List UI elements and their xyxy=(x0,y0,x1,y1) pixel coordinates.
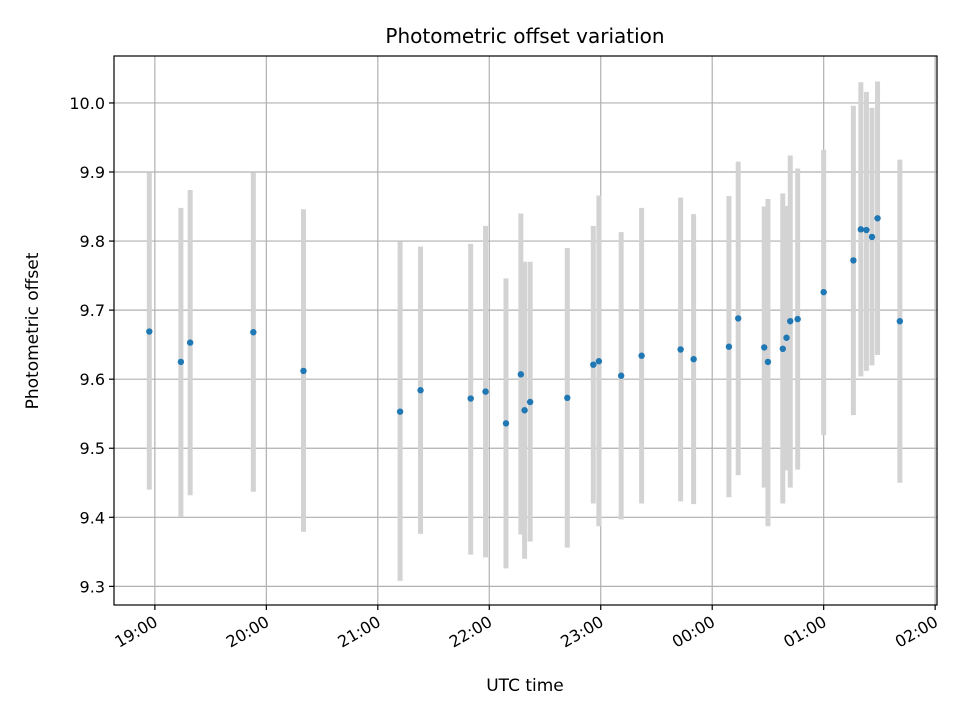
data-point xyxy=(590,361,597,368)
data-point xyxy=(863,226,870,234)
data-point xyxy=(417,387,424,394)
data-point xyxy=(850,257,857,264)
y-tick-label: 9.9 xyxy=(80,163,105,182)
y-tick-label: 9.5 xyxy=(80,439,105,458)
data-point xyxy=(396,408,404,415)
y-tick-label: 10.0 xyxy=(69,94,105,113)
data-point xyxy=(595,358,603,365)
data-point xyxy=(517,371,525,378)
data-point xyxy=(502,420,510,427)
data-point xyxy=(177,358,185,366)
data-point xyxy=(690,355,697,363)
plot-frame xyxy=(113,55,938,606)
data-points xyxy=(146,215,904,427)
data-point xyxy=(677,346,684,353)
data-point xyxy=(787,317,794,325)
data-point xyxy=(467,395,474,402)
data-point xyxy=(874,215,881,222)
chart-title: Photometric offset variation xyxy=(385,24,664,48)
data-point xyxy=(764,358,772,366)
data-point xyxy=(761,344,768,351)
data-point xyxy=(526,398,534,406)
data-point xyxy=(617,372,625,379)
data-point xyxy=(146,328,153,335)
data-point xyxy=(820,288,827,296)
y-tick-label: 9.4 xyxy=(80,508,105,527)
data-point xyxy=(186,339,194,346)
y-tick-label: 9.6 xyxy=(80,370,105,389)
y-tick-label: 9.7 xyxy=(80,301,105,320)
data-point xyxy=(725,343,733,350)
data-point xyxy=(868,233,876,241)
y-axis-label: Photometric offset xyxy=(23,252,43,409)
data-point xyxy=(482,388,489,395)
data-point xyxy=(783,334,790,341)
data-point xyxy=(638,352,645,359)
y-tick-label: 9.8 xyxy=(80,232,105,251)
data-point xyxy=(857,226,865,233)
data-point xyxy=(300,367,307,375)
data-point xyxy=(779,345,787,352)
data-point xyxy=(735,315,742,322)
data-point xyxy=(521,407,528,414)
y-tick-label: 9.3 xyxy=(80,577,105,596)
data-point xyxy=(564,394,571,402)
data-point xyxy=(896,317,904,325)
data-point xyxy=(250,329,257,336)
x-axis-label: UTC time xyxy=(486,676,564,696)
data-point xyxy=(794,315,801,323)
